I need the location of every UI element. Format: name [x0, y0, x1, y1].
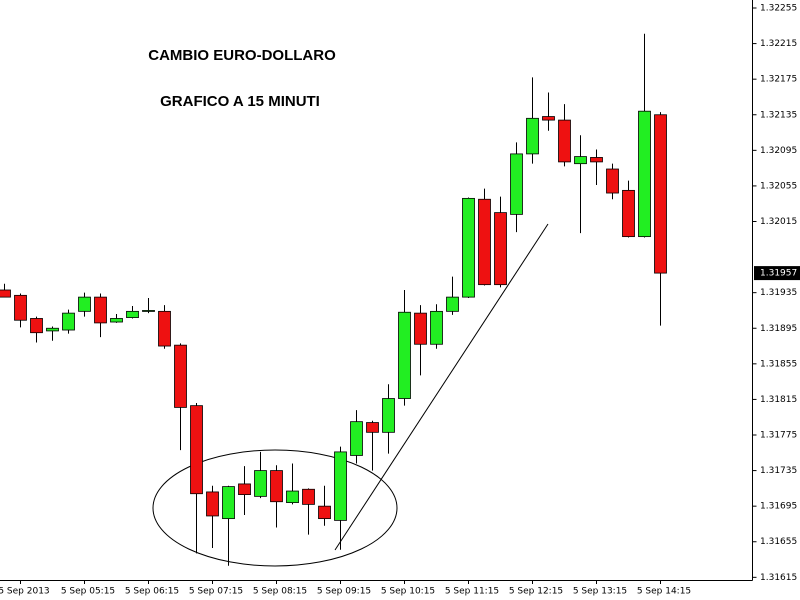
y-tick-label: 1.32135: [760, 110, 797, 120]
y-tick-label: 1.31615: [760, 573, 797, 583]
y-tick-label: 1.32215: [760, 39, 797, 49]
x-tick-label: 5 Sep 07:15: [189, 587, 243, 597]
candle-body: [462, 197, 475, 298]
x-tick-label: 5 Sep 13:15: [573, 587, 627, 597]
y-tick-label: 1.31935: [760, 288, 797, 298]
annotation: CAMBIO EURO-DOLLARO: [148, 47, 336, 64]
candle-body: [174, 344, 187, 408]
candle-body: [558, 119, 571, 163]
candle-body: [526, 117, 539, 155]
y-tick-label: 1.31815: [760, 395, 797, 405]
candle-body: [222, 486, 235, 520]
highlight-ellipse: [152, 449, 398, 567]
y-tick-label: 1.31895: [760, 324, 797, 334]
candle-body: [382, 398, 395, 433]
candle-body: [142, 310, 155, 312]
candle-body: [158, 310, 171, 347]
candle-body: [206, 491, 219, 517]
y-tick-label: 1.32015: [760, 217, 797, 227]
y-tick-label: 1.31735: [760, 466, 797, 476]
candle-body: [606, 168, 619, 194]
candle-body: [366, 422, 379, 433]
candle-body: [110, 318, 123, 323]
candle-body: [494, 212, 507, 286]
candle-body: [414, 312, 427, 345]
candle-body: [334, 451, 347, 521]
y-tick-label: 1.32175: [760, 75, 797, 85]
candle-body: [398, 311, 411, 399]
candle-body: [510, 153, 523, 215]
candle-body: [78, 296, 91, 312]
candle-body: [430, 310, 443, 345]
candle-body: [0, 289, 11, 298]
candle-body: [238, 483, 251, 496]
x-tick-label: 5 Sep 14:15: [637, 587, 691, 597]
candle-body: [574, 156, 587, 165]
x-tick-label: 5 Sep 05:15: [61, 587, 115, 597]
last-price-label: 1.31957: [760, 269, 797, 279]
x-tick-label: 5 Sep 11:15: [445, 587, 499, 597]
candle-body: [654, 114, 667, 274]
candle-body: [30, 318, 43, 334]
candle-body: [542, 116, 555, 121]
y-tick-label: 1.31695: [760, 502, 797, 512]
candle-body: [62, 312, 75, 331]
y-tick-label: 1.31855: [760, 359, 797, 369]
candle-body: [638, 110, 651, 238]
candle-body: [590, 157, 603, 163]
candle-body: [94, 296, 107, 324]
candle-body: [478, 198, 491, 286]
y-tick-label: 1.31655: [760, 537, 797, 547]
x-tick-label: 5 Sep 08:15: [253, 587, 307, 597]
x-tick-label: 5 Sep 12:15: [509, 587, 563, 597]
candle-body: [254, 470, 267, 497]
y-tick-label: 1.32255: [760, 4, 797, 14]
x-tick-label: 5 Sep 2013: [0, 587, 50, 597]
y-tick-label: 1.32055: [760, 181, 797, 191]
last-price-box: [754, 266, 800, 281]
y-tick-label: 1.32095: [760, 146, 797, 156]
annotation: GRAFICO A 15 MINUTI: [160, 93, 320, 110]
candle-body: [286, 490, 299, 504]
candle-body: [46, 327, 59, 332]
y-tick-label: 1.31775: [760, 431, 797, 441]
candle-body: [350, 421, 363, 456]
candle-body: [190, 405, 203, 495]
candle-body: [622, 189, 635, 238]
candle-body: [318, 505, 331, 520]
trend-line: [334, 223, 549, 551]
candle-body: [302, 488, 315, 505]
x-tick-label: 5 Sep 10:15: [381, 587, 435, 597]
candle-body: [14, 294, 27, 321]
x-tick-label: 5 Sep 06:15: [125, 587, 179, 597]
candle-body: [126, 310, 139, 318]
candle-body: [270, 470, 283, 503]
x-tick-label: 5 Sep 09:15: [317, 587, 371, 597]
candle-body: [446, 296, 459, 312]
